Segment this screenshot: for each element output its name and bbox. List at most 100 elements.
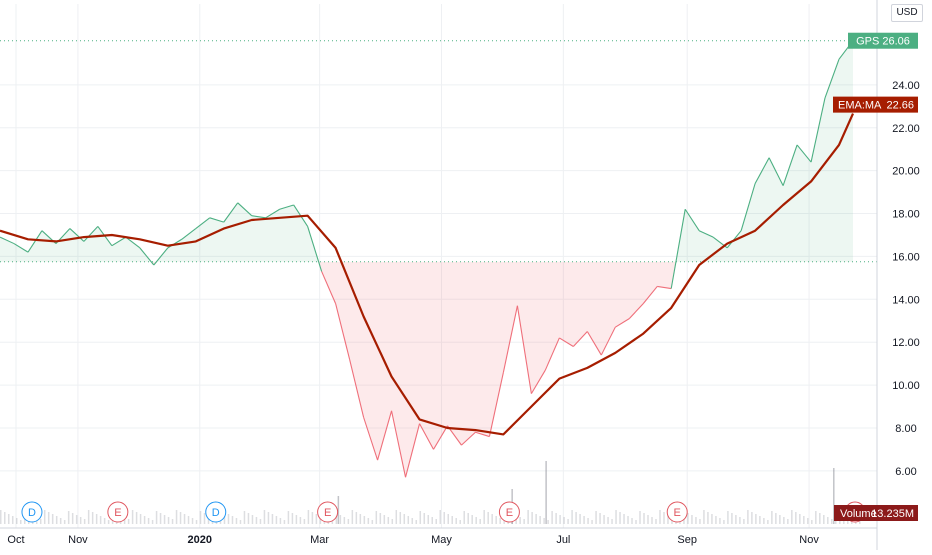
price-line-segment [125,236,141,249]
event-marker-dividend[interactable]: D [21,501,43,523]
price-line-segment [391,410,407,478]
volume-bar [287,511,290,524]
volume-bar [315,514,318,524]
event-marker-earnings[interactable]: E [498,501,520,523]
event-marker-dividend[interactable]: D [205,501,227,523]
dividend-marker-circle [21,501,43,523]
x-tick-label: Oct [7,534,24,546]
volume-bar [579,514,581,524]
price-line-segment [600,326,616,356]
volume-bar [343,517,346,524]
volume-bar [199,511,202,524]
price-line-segment [657,285,672,290]
volume-bar [603,515,605,524]
price-line-segment [195,217,211,229]
volume-bar [427,515,430,524]
volume-bar [351,510,354,524]
volume-bar [87,510,90,524]
y-tick-label: 24.00 [892,80,920,92]
volume-bar [547,520,549,524]
volume-bar [411,518,414,524]
volume-bar [595,511,597,524]
event-marker-earnings[interactable]: E [107,501,129,523]
price-line-segment [754,157,770,184]
price-line-segment [544,337,560,371]
volume-bar [615,510,617,524]
y-tick-label: 8.00 [895,423,916,435]
volume-bar [611,519,613,524]
volume-bar [803,516,805,524]
earnings-marker-letter: E [506,507,513,519]
volume-bar [419,511,422,524]
earnings-marker-letter: E [114,507,121,519]
earnings-marker-circle [107,501,129,523]
volume-bar [195,520,198,524]
volume-bar [95,514,98,524]
volume-bar [291,513,294,524]
volume-bar [575,512,577,524]
volume-bar [439,510,441,524]
x-tick-label: Sep [677,534,697,546]
volume-bar [583,516,585,524]
price-line-segment [237,202,253,217]
volume-bar [335,513,338,524]
earnings-marker-circle [317,501,339,523]
volume-bar [735,515,737,524]
area-fill-below-baseline [0,261,853,478]
volume-bar [279,518,282,524]
volume-bar [431,517,434,524]
dividend-marker-letter: D [28,507,36,519]
volume-bar [499,518,501,524]
volume-bar [727,511,729,524]
volume-bar [487,512,489,524]
volume-bar [59,518,62,524]
volume-bar [471,515,473,524]
volume-bar [307,510,310,524]
price-line-segment [768,157,784,186]
volume-bar [755,514,757,524]
volume-bar [103,518,106,524]
volume-bar [523,519,525,524]
volume-bar [751,512,753,524]
volume-spike [337,496,340,524]
volume-bar [447,514,449,524]
event-marker-earnings[interactable]: E [666,501,688,523]
volume-bar [127,519,130,524]
price-line-segment [139,247,155,266]
x-tick-label: May [431,534,452,546]
volume-bar [563,517,565,524]
volume-bar [15,518,18,524]
dividend-marker-letter: D [212,507,220,519]
volume-bar [179,512,182,524]
price-line-segment [111,236,127,247]
volume-bar [811,520,813,524]
volume-bar [259,519,262,524]
volume-bar [687,513,689,524]
event-marker-earnings[interactable]: E [317,501,339,523]
volume-bar [271,514,274,524]
price-line-segment [404,423,421,478]
volume-bar [131,510,134,524]
price-line-segment [419,423,434,450]
price-line-segment [516,305,532,394]
volume-bar [155,511,158,524]
event-markers[interactable]: DEDEEEE [21,501,866,523]
price-line-segment [377,410,393,461]
volume-bar [763,518,765,524]
volume-bar [479,519,481,524]
currency-label[interactable]: USD [891,4,923,22]
volume-bar [559,515,561,524]
volume-bar [731,513,733,524]
volume-bar [555,513,557,524]
price-line-segment [559,337,574,347]
area-fill-above-baseline [0,40,853,262]
volume-bar [739,517,741,524]
volume-bar [771,511,773,524]
volume-bar [3,512,6,524]
volume-bar [151,520,154,524]
volume-bar [67,511,70,524]
price-line-segment [13,243,29,253]
volume-bar [391,519,394,524]
